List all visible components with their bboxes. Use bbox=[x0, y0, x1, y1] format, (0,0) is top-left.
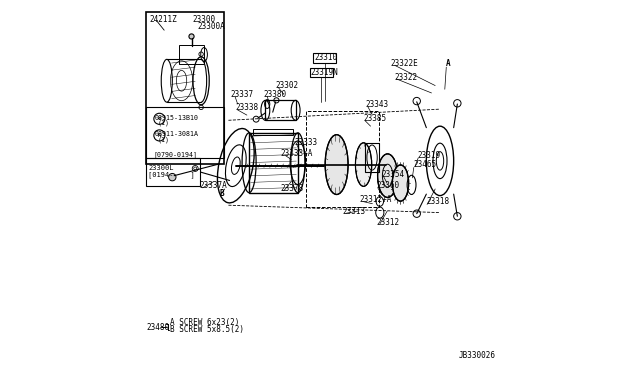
Text: 23318: 23318 bbox=[426, 198, 449, 206]
Text: 23300: 23300 bbox=[193, 15, 216, 23]
Text: 23378: 23378 bbox=[280, 185, 303, 193]
Text: B SCREW 5x8.5(2): B SCREW 5x8.5(2) bbox=[170, 326, 244, 334]
Text: (1): (1) bbox=[157, 120, 170, 126]
Text: 23360: 23360 bbox=[376, 182, 399, 190]
Ellipse shape bbox=[392, 165, 408, 201]
Bar bbox=[314, 53, 336, 63]
Bar bbox=[147, 158, 200, 186]
Text: (1): (1) bbox=[157, 137, 170, 143]
Text: B: B bbox=[220, 189, 224, 198]
Text: 23322E: 23322E bbox=[391, 59, 419, 68]
Bar bbox=[306, 111, 379, 208]
Text: 23312+A: 23312+A bbox=[360, 195, 392, 204]
Text: 23337: 23337 bbox=[230, 90, 253, 99]
Text: [0194-    ]: [0194- ] bbox=[148, 172, 195, 179]
Text: 23312: 23312 bbox=[376, 218, 399, 227]
Bar bbox=[266, 100, 296, 120]
Text: 23319: 23319 bbox=[417, 151, 440, 160]
Bar bbox=[365, 143, 379, 172]
Bar bbox=[249, 133, 298, 193]
Bar bbox=[253, 129, 292, 135]
Text: A: A bbox=[445, 59, 450, 68]
Bar bbox=[179, 45, 204, 64]
Text: 23338: 23338 bbox=[235, 103, 258, 112]
Text: V: V bbox=[157, 116, 161, 121]
Text: 08915-13B10: 08915-13B10 bbox=[155, 115, 198, 121]
Text: 23465: 23465 bbox=[413, 160, 436, 170]
Text: 23343: 23343 bbox=[366, 100, 389, 109]
Text: 23333: 23333 bbox=[294, 138, 317, 147]
Text: 23480: 23480 bbox=[147, 323, 170, 332]
Text: 23300A: 23300A bbox=[197, 22, 225, 31]
Bar bbox=[147, 107, 224, 158]
Text: 23354: 23354 bbox=[381, 170, 404, 179]
Ellipse shape bbox=[378, 154, 397, 198]
Text: 23333+A: 23333+A bbox=[280, 150, 312, 158]
Bar bbox=[147, 13, 224, 164]
Text: 23380: 23380 bbox=[264, 90, 287, 99]
Text: 23302: 23302 bbox=[275, 81, 298, 90]
Text: N: N bbox=[157, 133, 161, 138]
Text: 23310: 23310 bbox=[314, 53, 337, 62]
Text: 23300L: 23300L bbox=[148, 166, 174, 171]
Text: [0790-0194]: [0790-0194] bbox=[153, 151, 197, 158]
Text: 08911-3081A: 08911-3081A bbox=[155, 131, 198, 137]
Ellipse shape bbox=[355, 143, 372, 186]
Text: 23319N: 23319N bbox=[310, 68, 338, 77]
Text: A SCREW 6x23(2): A SCREW 6x23(2) bbox=[170, 318, 239, 327]
Circle shape bbox=[189, 34, 194, 39]
Text: 23322: 23322 bbox=[395, 73, 418, 81]
Text: 23313: 23313 bbox=[343, 206, 366, 216]
Circle shape bbox=[168, 173, 176, 181]
Ellipse shape bbox=[325, 135, 348, 195]
Text: 23337A: 23337A bbox=[200, 182, 227, 190]
Text: JB330026: JB330026 bbox=[458, 351, 495, 360]
Text: 23385: 23385 bbox=[363, 113, 387, 122]
Bar bbox=[310, 68, 333, 77]
Text: 24211Z: 24211Z bbox=[149, 15, 177, 23]
